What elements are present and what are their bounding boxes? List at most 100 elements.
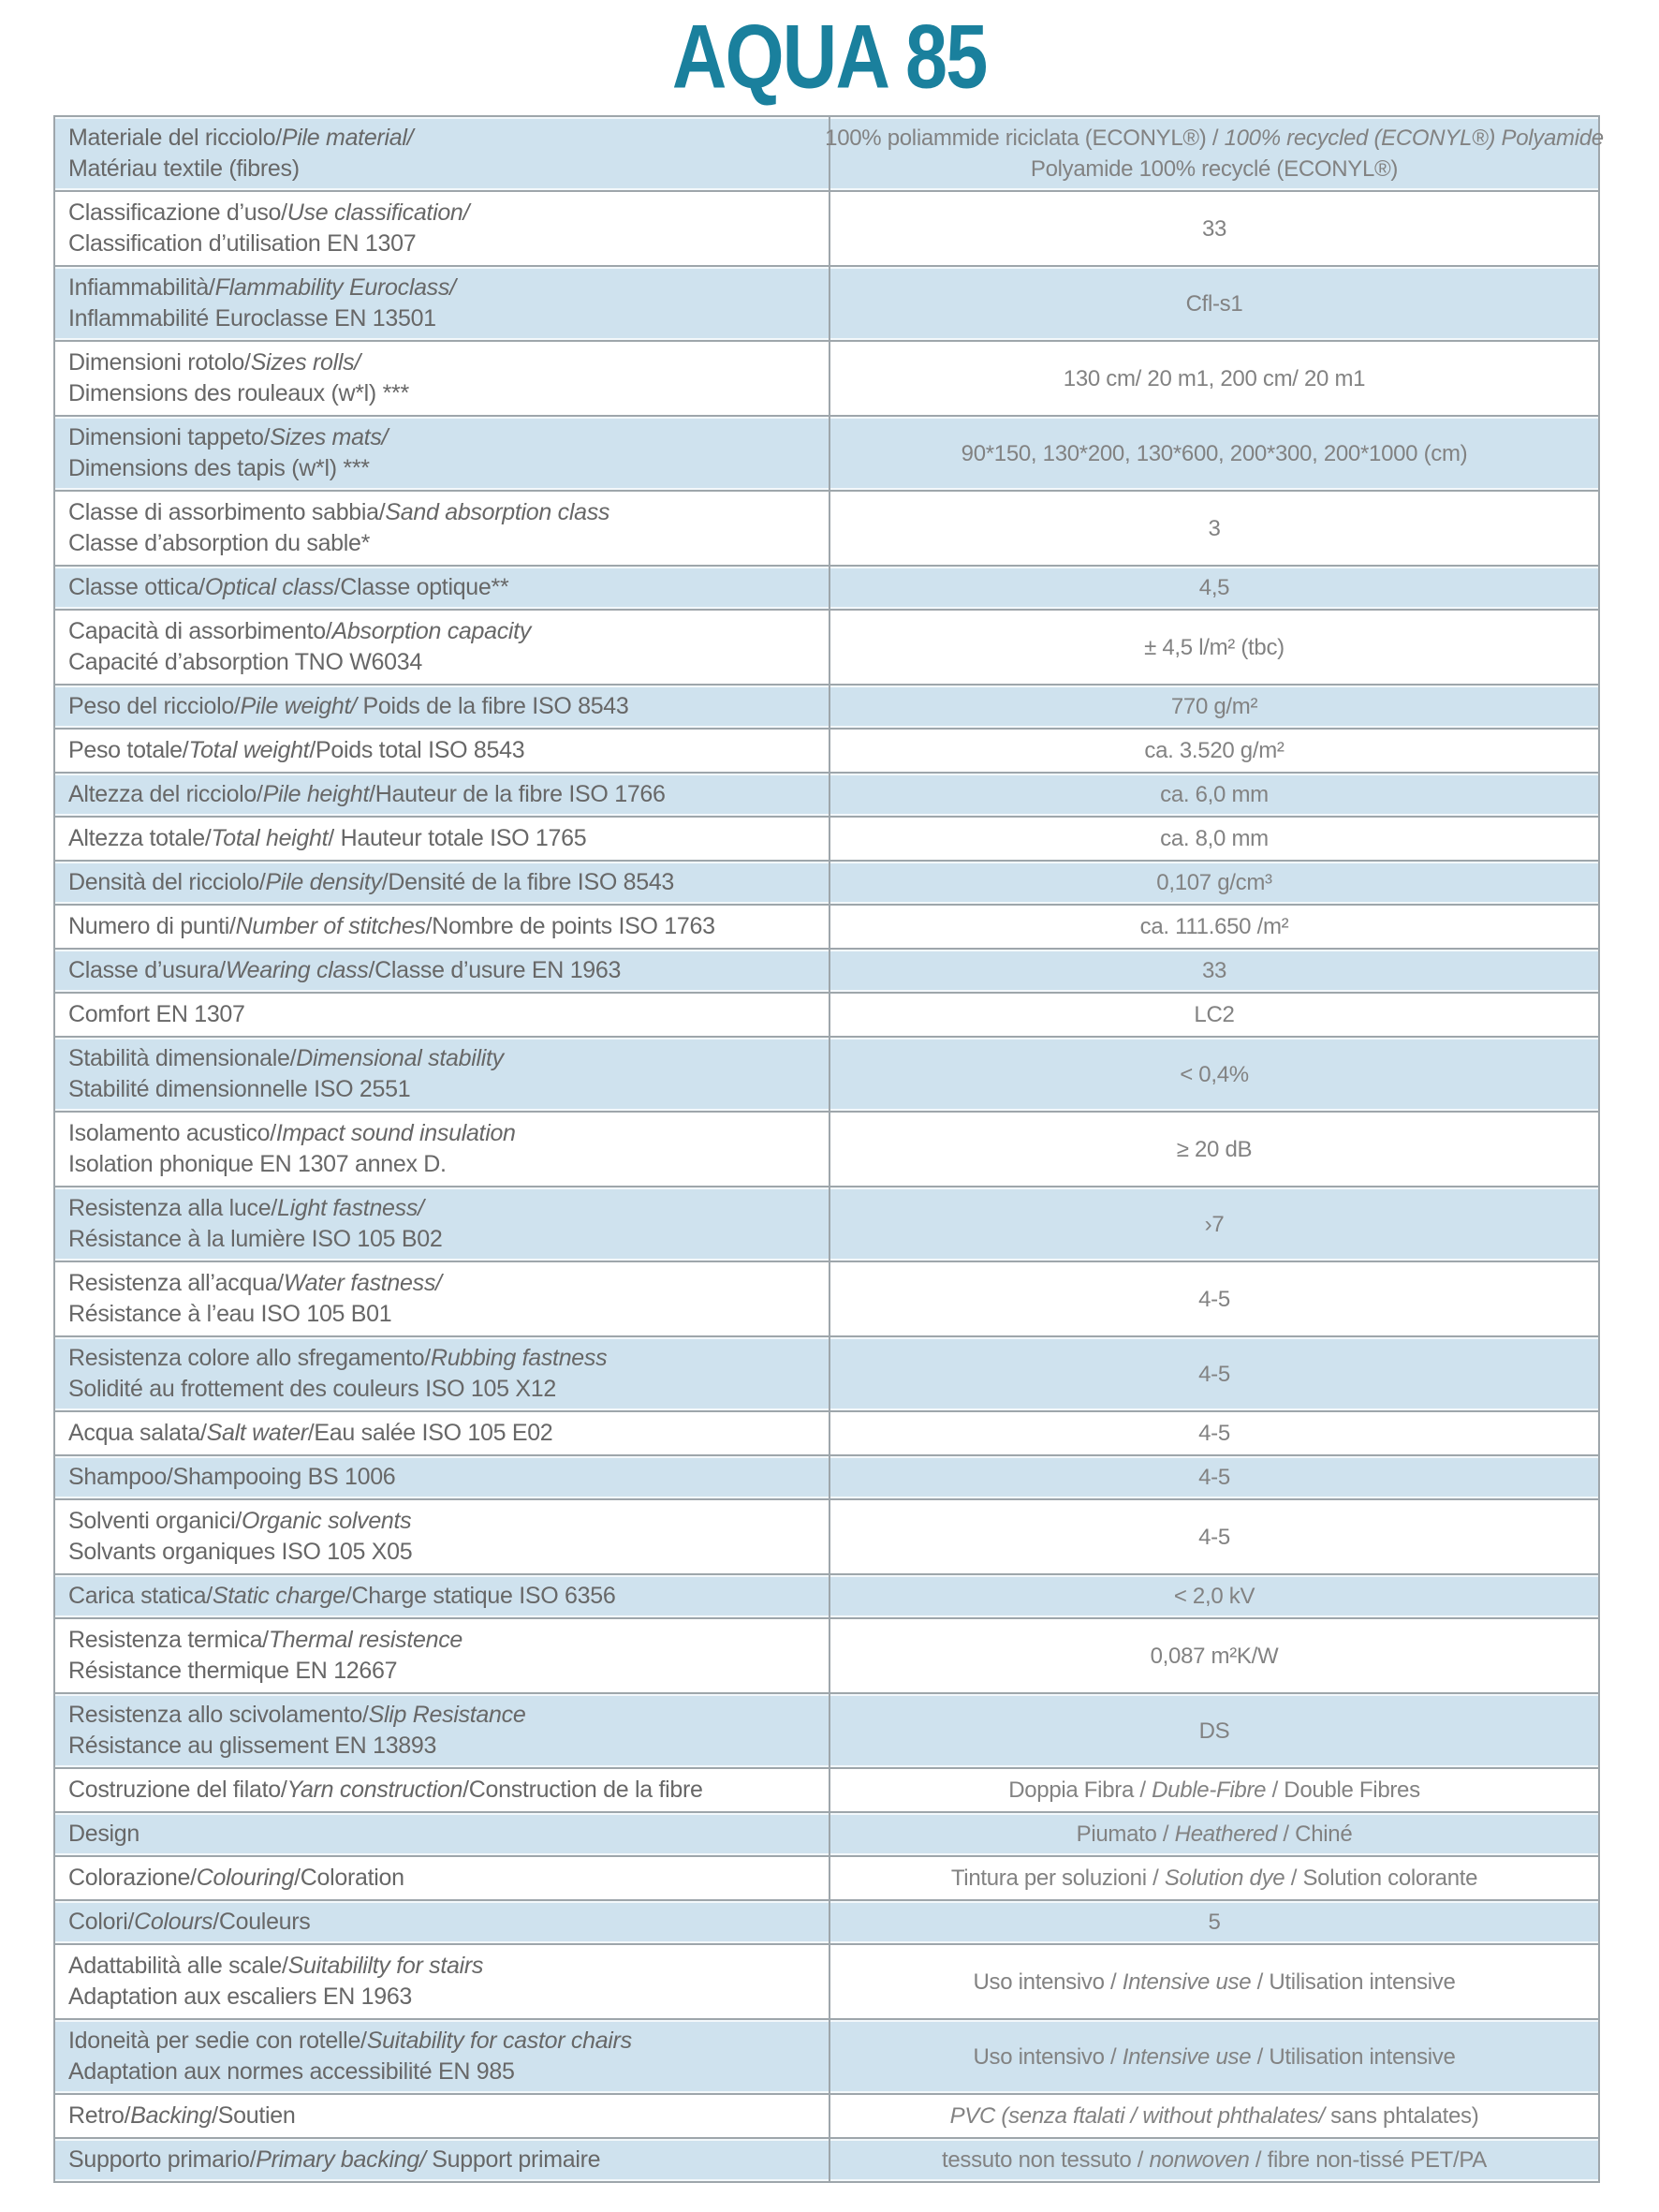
row-value: 4-5	[829, 1456, 1598, 1498]
text-segment: Idoneità per sedie con rotelle/	[68, 2028, 367, 2054]
text-segment: Capacité d’absorption TNO W6034	[68, 649, 422, 675]
text-segment: /Classe optique**	[333, 574, 509, 600]
text-segment-italic: PVC (senza ftalati /	[949, 2103, 1143, 2129]
text-segment: 4-5	[1198, 1465, 1230, 1490]
row-value: 90*150, 130*200, 130*600, 200*300, 200*1…	[829, 417, 1598, 490]
text-segment: 90*150, 130*200, 130*600, 200*300, 200*1…	[961, 440, 1468, 466]
row-label: Resistenza allo scivolamento/Slip Resist…	[55, 1694, 829, 1767]
text-segment: 33	[1201, 215, 1227, 242]
row-value-line: 3	[1208, 513, 1220, 544]
row-value: 5	[829, 1901, 1598, 1943]
text-segment: Resistenza alla luce/	[68, 1195, 277, 1221]
text-segment: Uso intensivo /	[973, 2043, 1123, 2070]
text-segment: Dimensioni tappeto/	[68, 424, 271, 450]
text-segment: Solvants organiques ISO 105 X05	[68, 1539, 413, 1565]
row-label: Colorazione/Colouring/Coloration	[55, 1857, 829, 1899]
spec-table: Materiale del ricciolo/Pile material/Mat…	[53, 115, 1604, 2183]
row-label-line: Solventi organici/Organic solvents	[68, 1506, 412, 1537]
row-label-line: Comfort EN 1307	[68, 999, 245, 1030]
row-value-line: 4-5	[1198, 1462, 1230, 1493]
row-value-line: Polyamide 100% recyclé (ECONYL®)	[1031, 154, 1399, 184]
page-title: AQUA 85	[672, 7, 988, 108]
text-segment-italic: Intensive use	[1122, 1969, 1252, 1995]
table-row: Dimensioni rotolo/Sizes rolls/Dimensions…	[55, 340, 1598, 415]
text-segment: DS	[1198, 1718, 1230, 1744]
row-label-line: Résistance à l’eau ISO 105 B01	[68, 1299, 392, 1330]
row-value: 4-5	[829, 1500, 1598, 1573]
text-segment: /Couleurs	[213, 1909, 311, 1935]
table-row: Acqua salata/Salt water/Eau salée ISO 10…	[55, 1410, 1598, 1454]
text-segment: Solidité au frottement des couleurs ISO …	[68, 1376, 556, 1402]
row-label: Classificazione d’uso/Use classification…	[55, 192, 829, 265]
row-value: 0,087 m²K/W	[829, 1619, 1598, 1692]
row-label: Dimensioni tappeto/Sizes mats/Dimensions…	[55, 417, 829, 490]
row-value-line: ± 4,5 l/m² (tbc)	[1144, 632, 1285, 663]
table-row: Supporto primario/Primary backing/ Suppo…	[55, 2137, 1598, 2181]
text-segment-italic: Absorption capacity	[331, 618, 532, 644]
text-segment: 4-5	[1198, 1361, 1230, 1387]
row-label: Peso totale/Total weight/Poids total ISO…	[55, 730, 829, 772]
text-segment: Densità del ricciolo/	[68, 869, 266, 895]
row-label-line: Capacità di assorbimento/Absorption capa…	[68, 616, 531, 647]
text-segment-italic: Suitabililty for stairs	[287, 1953, 484, 1979]
row-value: 770 g/m²	[829, 686, 1598, 728]
table-row: Resistenza all’acqua/Water fastness/Rési…	[55, 1261, 1598, 1335]
text-segment: 33	[1201, 958, 1227, 983]
text-segment: Adaptation aux normes accessibilité EN 9…	[68, 2058, 515, 2085]
row-label-line: Peso totale/Total weight/Poids total ISO…	[68, 735, 525, 766]
text-segment-italic: Number of stitches	[235, 913, 426, 939]
row-label-line: Adattabilità alle scale/Suitabililty for…	[68, 1951, 483, 1982]
row-label-line: Shampoo/Shampooing BS 1006	[68, 1462, 396, 1493]
table-row: Classe ottica/Optical class/Classe optiq…	[55, 565, 1598, 609]
row-value-line: 90*150, 130*200, 130*600, 200*300, 200*1…	[962, 438, 1468, 469]
text-segment: ca. 8,0 mm	[1160, 826, 1269, 851]
text-segment: Résistance au glissement EN 13893	[68, 1733, 437, 1759]
row-value: Uso intensivo / Intensive use / Utilisat…	[829, 2020, 1598, 2093]
text-segment: 4-5	[1198, 1286, 1230, 1312]
text-segment: ›7	[1204, 1211, 1225, 1237]
text-segment: Dimensioni rotolo/	[68, 349, 251, 376]
row-label-line: Dimensions des rouleaux (w*l) ***	[68, 378, 409, 409]
text-segment-italic: Pile density	[265, 869, 382, 895]
table-row: Design Piumato / Heathered / Chiné	[55, 1811, 1598, 1855]
text-segment-italic: Light fastness/	[277, 1195, 424, 1221]
text-segment: Supporto primario/	[68, 2146, 257, 2173]
row-label-line: Design	[68, 1819, 139, 1850]
row-value-line: < 0,4%	[1180, 1059, 1249, 1090]
text-segment-italic: Static charge	[212, 1583, 345, 1609]
text-segment-italic: 100% recycled (ECONYL®) Polyamide	[1224, 125, 1605, 151]
row-label-line: Adaptation aux escaliers EN 1963	[68, 1982, 412, 2013]
text-segment-italic: Dimensional stability	[296, 1045, 504, 1071]
row-label: Idoneità per sedie con rotelle/Suitabili…	[55, 2020, 829, 2093]
text-segment: Peso del ricciolo/	[68, 693, 241, 719]
row-value: 4,5	[829, 567, 1598, 609]
text-segment-italic: Colouring	[196, 1865, 295, 1891]
table-row: Idoneità per sedie con rotelle/Suitabili…	[55, 2018, 1598, 2093]
row-value-line: 4,5	[1199, 572, 1230, 603]
row-label-line: Solvants organiques ISO 105 X05	[68, 1537, 413, 1568]
row-value-line: 770 g/m²	[1171, 691, 1258, 722]
text-segment: Adattabilità alle scale/	[68, 1953, 288, 1979]
text-segment: Doppia Fibra /	[1008, 1777, 1152, 1803]
text-segment: Colorazione/	[68, 1865, 197, 1891]
table-row: Peso del ricciolo/Pile weight/ Poids de …	[55, 684, 1598, 728]
row-label-line: Solidité au frottement des couleurs ISO …	[68, 1374, 556, 1405]
row-label-line: Classe di assorbimento sabbia/Sand absor…	[68, 497, 609, 528]
row-label: Altezza del ricciolo/Pile height/Hauteur…	[55, 774, 829, 816]
text-segment: sans phtalates)	[1324, 2103, 1479, 2129]
text-segment: Résistance à l’eau ISO 105 B01	[68, 1301, 392, 1327]
table-row: Retro/Backing/Soutien PVC (senza ftalati …	[55, 2093, 1598, 2137]
row-value-line: ca. 3.520 g/m²	[1144, 735, 1285, 766]
row-value: < 2,0 kV	[829, 1575, 1598, 1617]
row-label-line: Dimensioni tappeto/Sizes mats/	[68, 422, 388, 453]
text-segment: Dimensions des rouleaux (w*l) ***	[68, 380, 409, 406]
text-segment: / Chiné	[1277, 1821, 1353, 1847]
text-segment: /Construction de la fibre	[462, 1777, 703, 1803]
text-segment: Isolamento acustico/	[68, 1120, 276, 1146]
text-segment: Shampoo/Shampooing BS 1006	[68, 1464, 396, 1490]
text-segment-italic: Rubbing fastness	[430, 1345, 608, 1371]
text-segment: Altezza totale/	[68, 825, 212, 851]
text-segment: /Coloration	[294, 1865, 404, 1891]
text-segment-italic: Wearing class	[225, 957, 369, 983]
page-header: AQUA 85	[0, 0, 1659, 115]
